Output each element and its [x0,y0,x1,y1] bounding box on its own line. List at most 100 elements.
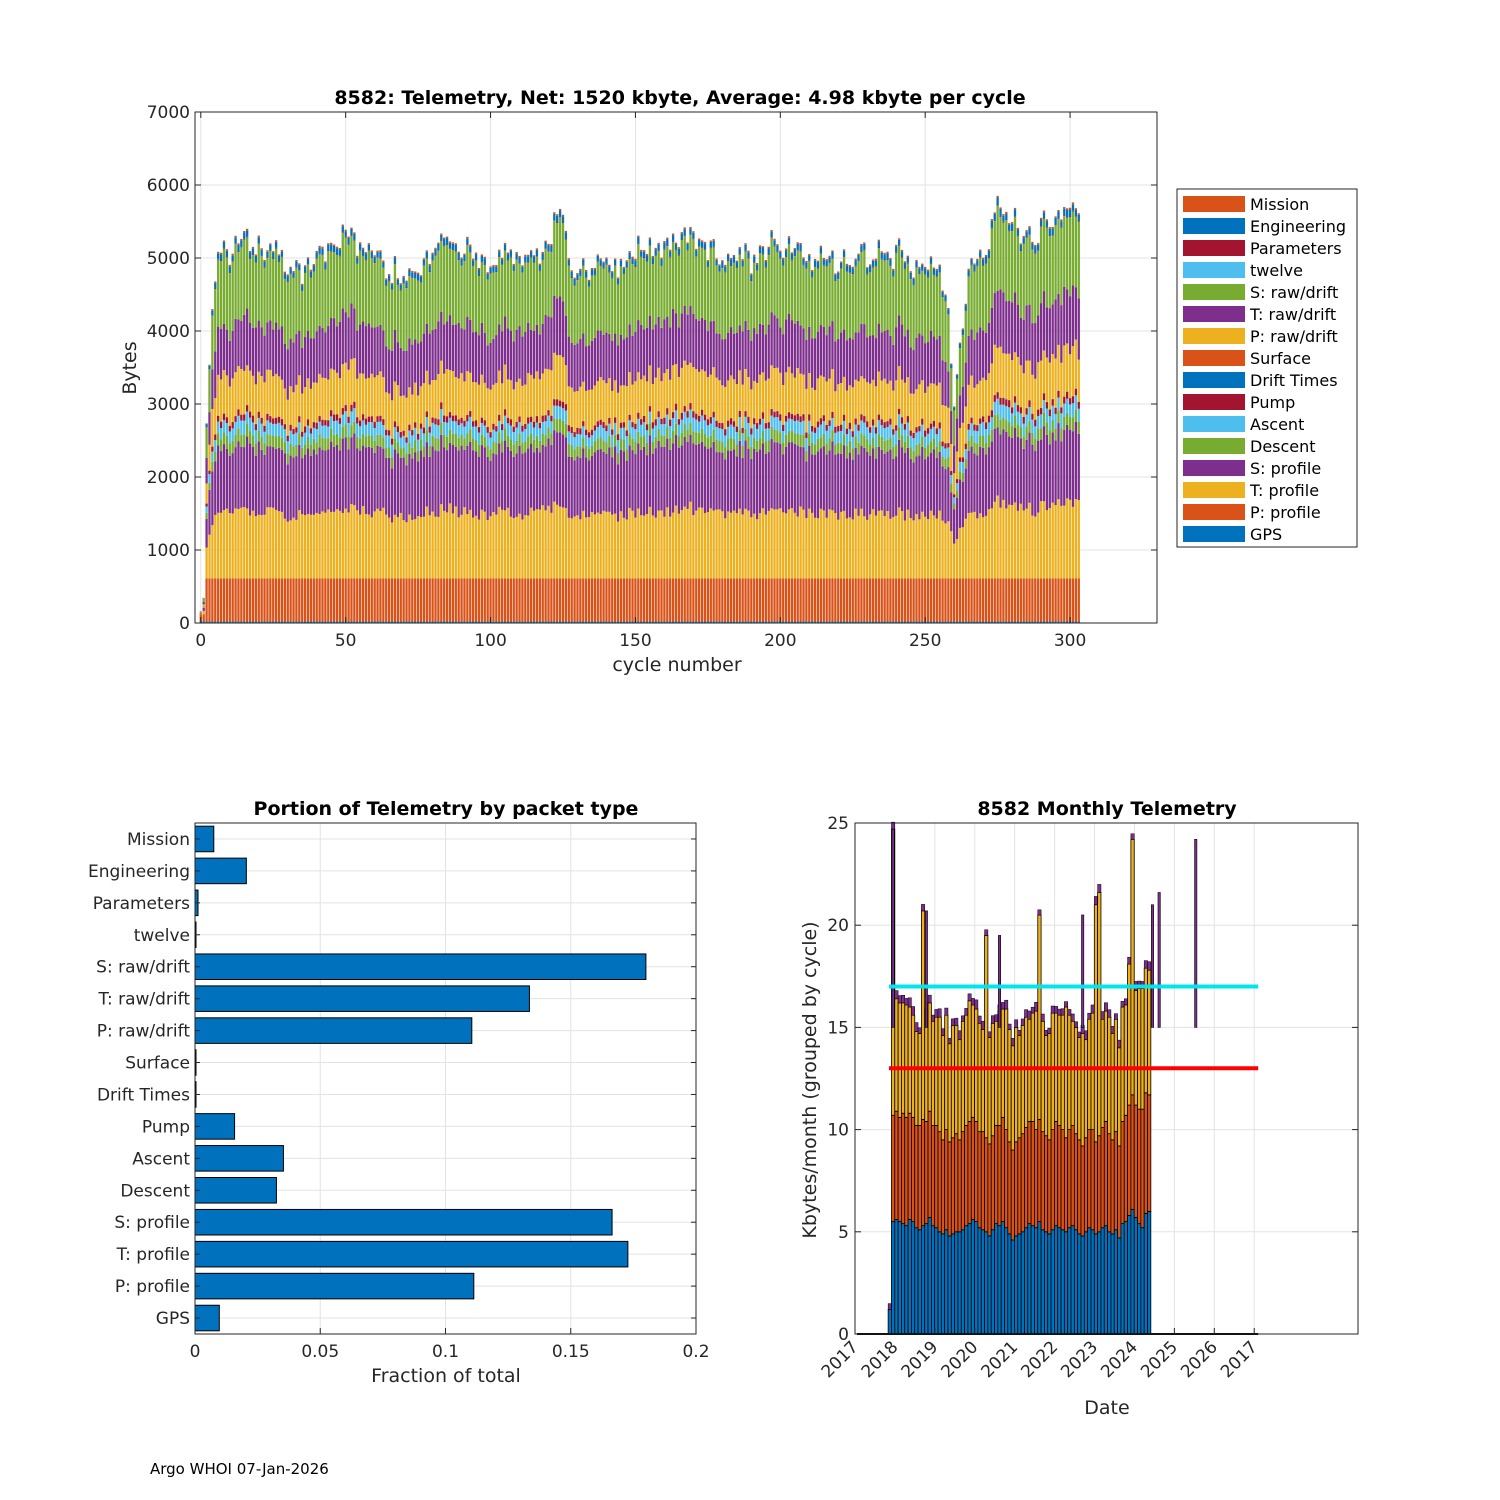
bar-segment [860,252,863,324]
bar-segment [228,621,231,623]
bar-segment [425,506,428,579]
bar-segment [373,377,376,422]
bar-segment [532,427,536,440]
bar-segment [463,253,466,255]
bar-segment [590,578,594,622]
bar-segment [521,385,524,426]
bar-segment [619,621,623,623]
bar-segment [996,205,999,291]
bar-segment [755,263,759,265]
bar-segment [932,383,936,421]
bar-segment [518,263,521,327]
bar-segment [535,447,539,510]
bar-segment [1025,230,1028,232]
bar-segment [703,433,707,447]
bar-segment [741,433,744,446]
bar-segment [561,420,565,435]
bar-segment [469,621,472,623]
bar-segment [477,621,481,623]
bar-segment [280,621,284,623]
bar-segment [889,578,892,622]
bar-segment [747,621,750,623]
bar-segment [698,432,701,444]
cycle-bar [735,260,739,623]
cycle-bar [625,260,628,623]
bar-segment [335,248,339,255]
bar-segment [492,266,495,272]
bar-segment [837,272,840,279]
bar-segment [842,434,846,446]
bar-segment [729,437,733,451]
bar-segment [834,281,837,342]
bar-segment [700,415,704,430]
bar-segment [666,414,669,427]
bar-segment [330,511,333,579]
bar-segment [556,621,559,623]
bar-segment [886,259,889,261]
bar-segment [674,505,678,579]
bar-segment [1008,621,1011,623]
bar-segment [376,250,379,253]
bar-segment [330,317,333,369]
bar-segment [958,527,962,579]
bar-segment [454,621,457,623]
bar-segment [1005,211,1008,214]
bar-segment [518,422,521,434]
bar-segment [495,266,498,272]
bar-segment [874,446,878,459]
bar-segment [926,621,930,623]
bar-segment [367,244,371,251]
bar-segment [637,237,640,244]
bar-segment [327,438,330,450]
bar-segment [1010,230,1014,232]
bar-segment [657,244,660,251]
bar-segment [385,447,388,458]
bar-segment [272,251,275,253]
bar-segment [834,426,837,433]
bar-segment [373,327,376,378]
bar-segment [541,621,544,623]
bar-segment [451,578,455,622]
bar-segment [399,578,402,622]
bar-segment [518,578,521,622]
bar-segment [819,437,823,449]
cycle-bar [877,239,880,623]
bar-segment [248,417,252,432]
bar-segment [987,415,991,423]
bar-segment [564,238,568,240]
bar-segment [564,621,568,623]
bar-segment [1013,402,1017,416]
bar-segment [602,427,605,441]
bar-segment [1037,415,1040,429]
bar-segment [654,621,657,623]
bar-segment [929,263,933,331]
bar-segment [364,378,368,419]
bar-segment [828,578,831,622]
bar-segment [561,216,565,223]
bar-segment [315,442,318,455]
bar-segment [457,253,460,260]
bar-segment [538,440,541,453]
cycle-bar [387,274,391,623]
bar-segment [993,213,996,221]
bar-segment [912,285,915,351]
bar-segment [860,621,863,623]
bar-segment [457,322,460,379]
bar-segment [556,215,559,223]
bar-segment [240,420,243,435]
bar-segment [941,441,944,447]
bar-segment [208,474,211,483]
cycle-bar [529,250,533,623]
bar-segment [605,442,608,454]
bar-segment [808,326,811,374]
bar-segment [953,503,956,510]
bar-segment [434,450,437,517]
bar-segment [744,578,747,622]
bar-segment [289,268,292,274]
bar-segment [474,260,478,261]
bar-segment [660,578,663,622]
cycle-bar [330,242,333,623]
bar-segment [718,265,721,272]
bar-segment [987,250,991,258]
bar-segment [721,385,724,423]
